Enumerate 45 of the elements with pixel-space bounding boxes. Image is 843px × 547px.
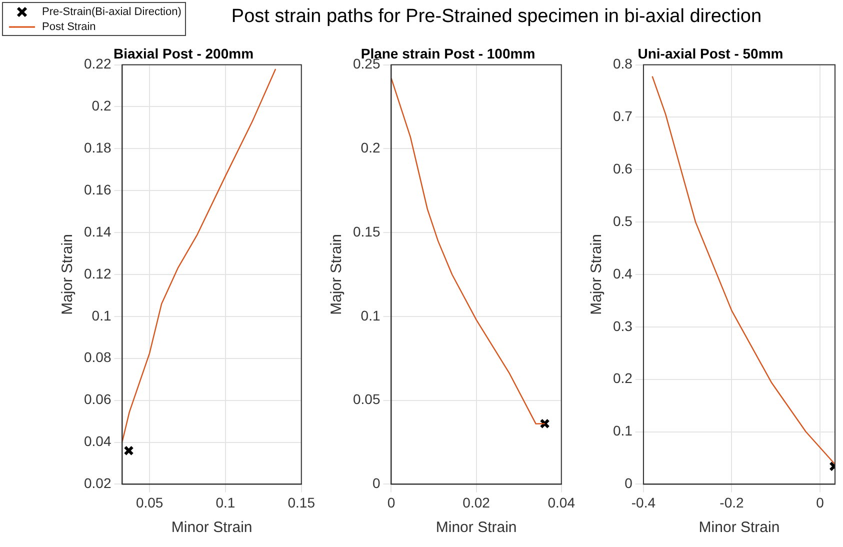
y-tick-label: 0.22 <box>84 56 112 72</box>
y-tick-label: 0.1 <box>360 307 380 324</box>
y-tick-label: 0.3 <box>612 318 633 334</box>
y-axis-title: Major Strain <box>588 234 606 315</box>
x-tick-label: 0.15 <box>288 494 316 510</box>
y-tick-label: 0.06 <box>84 391 112 408</box>
x-tick-label: -0.2 <box>720 494 744 510</box>
y-tick-label: 0.8 <box>612 56 633 72</box>
y-tick-label: 0.1 <box>92 307 112 324</box>
x-tick-label: 0.1 <box>216 494 236 510</box>
y-tick-label: 0.4 <box>612 265 633 282</box>
chart-title: Biaxial Post - 200mm <box>113 45 254 62</box>
legend-label: Pre-Strain(Bi-axial Direction) <box>42 6 182 18</box>
chart-title: Uni-axial Post - 50mm <box>638 45 784 62</box>
y-tick-label: 0.14 <box>84 223 112 240</box>
y-tick-label: 0.04 <box>84 433 112 450</box>
y-tick-label: 0.12 <box>84 265 112 282</box>
y-tick-label: 0.7 <box>612 108 633 124</box>
x-tick-label: 0.05 <box>136 494 164 510</box>
x-tick-label: -0.4 <box>631 494 656 510</box>
y-tick-label: 0.15 <box>353 223 380 240</box>
y-tick-label: 0.2 <box>612 370 633 386</box>
y-tick-label: 0.1 <box>612 422 633 439</box>
y-tick-label: 0 <box>624 475 633 492</box>
x-tick-label: 0.02 <box>462 494 490 510</box>
y-tick-label: 0 <box>372 475 380 492</box>
x-axis-title: Minor Strain <box>436 519 517 536</box>
y-tick-label: 0.02 <box>84 475 112 492</box>
x-tick-label: 0 <box>816 494 824 510</box>
y-axis-title: Major Strain <box>59 234 76 315</box>
y-axis-title: Major Strain <box>328 234 346 315</box>
y-tick-label: 0.16 <box>84 181 112 198</box>
x-axis-title: Minor Strain <box>698 519 780 536</box>
y-tick-label: 0.05 <box>353 391 380 408</box>
y-tick-label: 0.2 <box>92 98 112 114</box>
x-tick-label: 0 <box>387 494 396 510</box>
x-axis-title: Minor Strain <box>171 519 252 536</box>
y-tick-label: 0.5 <box>612 212 633 229</box>
y-tick-label: 0.08 <box>84 349 112 366</box>
text: Post strain paths for Pre-Strained specimen in bi-axial direction <box>231 6 762 27</box>
y-tick-label: 0.2 <box>360 140 380 156</box>
y-tick-label: 0.6 <box>612 160 633 177</box>
y-tick-label: 0.18 <box>84 140 112 156</box>
legend-label: Post Strain <box>42 20 96 32</box>
x-tick-label: 0.04 <box>548 494 576 510</box>
